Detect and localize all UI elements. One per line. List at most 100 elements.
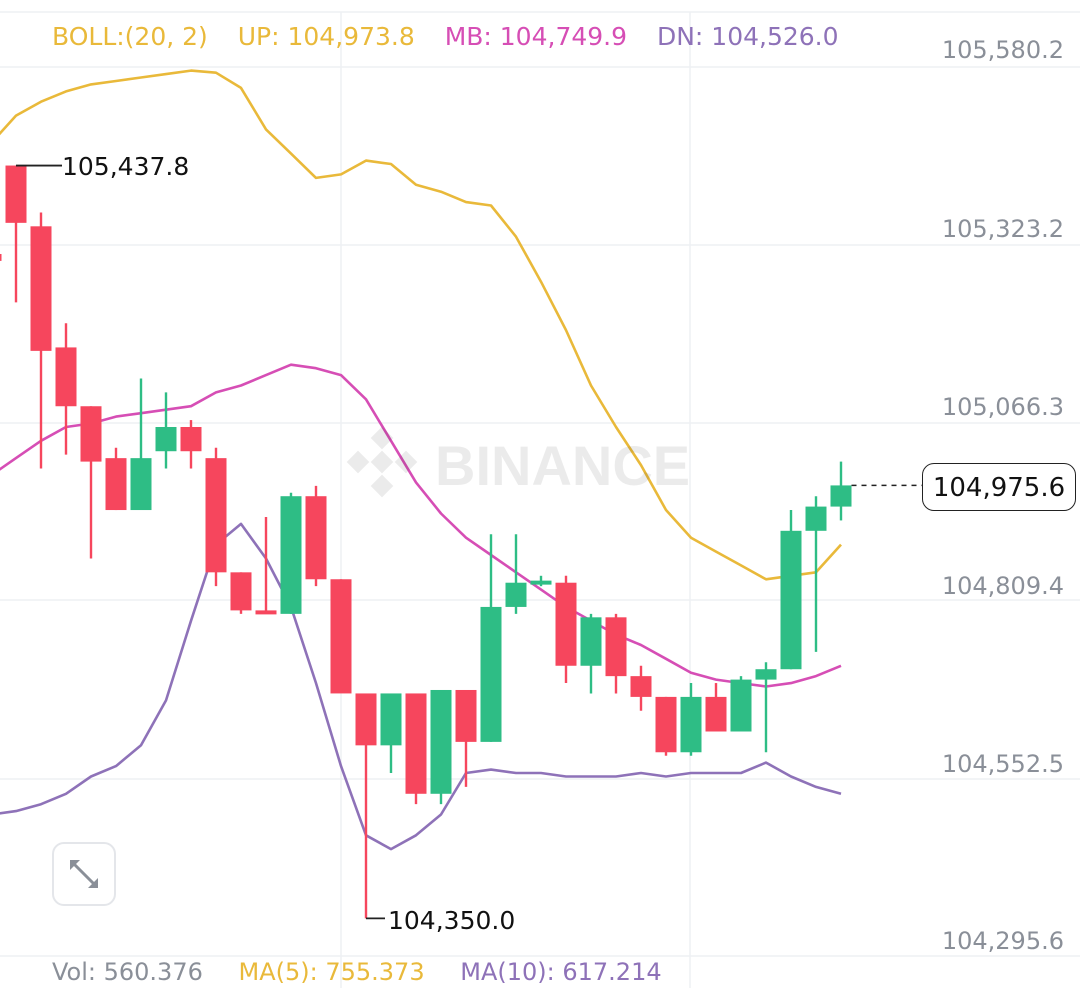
candle (805, 496, 827, 652)
boll-middle-line (0, 363, 842, 688)
candle (680, 683, 702, 756)
candle-body (480, 606, 502, 742)
candle-body (105, 458, 127, 511)
y-axis-label: 104,295.6 (941, 927, 1064, 955)
chart-grid (0, 11, 1080, 988)
candle-body (230, 572, 252, 611)
candle-body (805, 506, 827, 531)
fullscreen-button[interactable] (52, 842, 116, 906)
boll-upper-line (0, 69, 842, 581)
candle (405, 693, 427, 805)
boll-middle-band (0, 363, 842, 688)
candle (55, 323, 77, 455)
candle-body (455, 689, 477, 742)
candle (355, 693, 377, 919)
candle (155, 392, 177, 469)
candle (230, 572, 252, 614)
candle (755, 662, 777, 753)
candle-body (505, 582, 527, 607)
candle-body (305, 496, 327, 580)
candle (0, 253, 2, 261)
candle (180, 420, 202, 469)
boll-label: BOLL:(20, 2) (52, 22, 208, 51)
candle (255, 516, 277, 615)
y-axis-label: 105,580.2 (941, 36, 1064, 64)
candle-body (555, 582, 577, 666)
candle-body (430, 689, 452, 794)
y-axis-label: 104,809.4 (941, 572, 1064, 600)
boll-legend: BOLL:(20, 2) UP: 104,973.8 MB: 104,749.9… (52, 22, 861, 51)
candle-body (580, 617, 602, 666)
candle (80, 406, 102, 559)
high-price-marker: 105,437.8 (62, 152, 190, 181)
candle-body (780, 530, 802, 670)
candle-body (130, 458, 152, 511)
binance-logo-icon (346, 426, 418, 498)
candle-body (530, 580, 552, 585)
candle-body (380, 693, 402, 746)
candles-group (0, 165, 852, 919)
watermark-text: BINANCE (435, 434, 690, 497)
candle-body (405, 693, 427, 794)
candle-body (680, 696, 702, 753)
expand-arrows-icon (70, 860, 98, 888)
candle-body (830, 485, 852, 507)
candle (480, 534, 502, 742)
candle-body (205, 458, 227, 573)
candle (380, 693, 402, 774)
candle-body (355, 693, 377, 746)
candle (605, 613, 627, 694)
candle-body (55, 347, 77, 407)
candle-body (280, 496, 302, 614)
candle (130, 378, 152, 511)
low-price-marker: 104,350.0 (388, 906, 516, 935)
y-axis-label: 105,323.2 (941, 215, 1064, 243)
current-price-tag[interactable]: 104,975.6 (922, 463, 1076, 511)
candle-body (655, 696, 677, 753)
candle (455, 689, 477, 787)
candle-body (30, 226, 52, 351)
boll-lower-band (0, 522, 842, 851)
candle (730, 676, 752, 732)
candle-body (755, 669, 777, 680)
candle-body (80, 406, 102, 462)
candle (580, 613, 602, 694)
candle (330, 579, 352, 694)
volume-value: Vol: 560.376 (52, 958, 203, 986)
volume-ma5: MA(5): 755.373 (238, 958, 425, 986)
candle (305, 485, 327, 587)
candle-body (5, 165, 27, 223)
candle (555, 575, 577, 684)
candle-body (255, 610, 277, 615)
boll-dn-value: DN: 104,526.0 (656, 22, 839, 51)
candle-body (630, 676, 652, 697)
candle (5, 165, 27, 303)
binance-watermark: BINANCE (345, 425, 735, 500)
candle (705, 683, 727, 732)
boll-mb-value: MB: 104,749.9 (444, 22, 628, 51)
candle (280, 492, 302, 614)
candle (205, 447, 227, 587)
candle (105, 447, 127, 511)
candle (505, 534, 527, 614)
candle-body (180, 427, 202, 452)
volume-legend: Vol: 560.376 MA(5): 755.373 MA(10): 617.… (52, 958, 690, 986)
candle-body (730, 679, 752, 732)
candle-body (155, 427, 177, 452)
candle (830, 461, 852, 521)
candle-body (705, 696, 727, 732)
candle (780, 510, 802, 670)
boll-upper-band (0, 69, 842, 581)
candle (530, 575, 552, 587)
candle-body (0, 253, 2, 261)
y-axis-label: 104,552.5 (941, 750, 1064, 778)
candle (655, 696, 677, 756)
boll-lower-line (0, 522, 842, 851)
candle-body (605, 617, 627, 677)
volume-ma10: MA(10): 617.214 (460, 958, 662, 986)
candle (430, 689, 452, 805)
candle (30, 212, 52, 469)
candle-body (330, 579, 352, 694)
